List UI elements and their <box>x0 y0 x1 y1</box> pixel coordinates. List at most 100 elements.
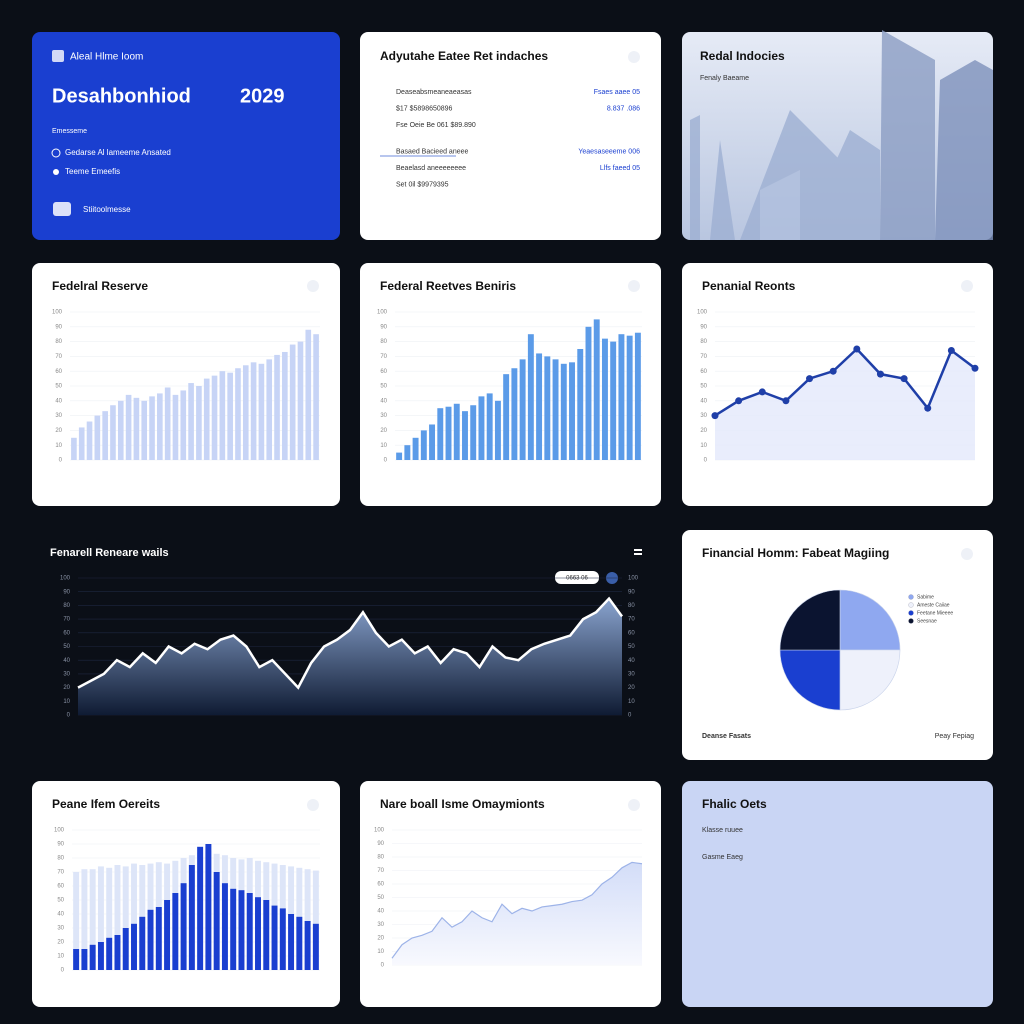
bar <box>86 421 93 460</box>
card-title: Redal Indocies <box>700 49 785 63</box>
bar <box>242 365 249 460</box>
bar <box>164 387 171 460</box>
hero-year: 2029 <box>240 85 285 107</box>
badge[interactable] <box>555 571 599 584</box>
bar <box>271 905 278 970</box>
bar <box>289 344 296 460</box>
y-tick-label: 50 <box>377 895 384 901</box>
legend-label: Ameste Caiiae <box>917 602 950 608</box>
menu-button[interactable] <box>628 51 640 63</box>
legend-label: Seesnae <box>917 618 937 624</box>
menu-button[interactable] <box>961 280 973 292</box>
bar <box>205 844 212 970</box>
bar <box>227 372 233 460</box>
bar <box>288 914 295 970</box>
y-tick-label: 0 <box>384 458 388 464</box>
y-tick-label: 30 <box>700 413 707 419</box>
bar <box>203 378 210 460</box>
bar <box>197 846 204 970</box>
y-tick-label: 90 <box>628 589 635 595</box>
bar <box>585 326 592 460</box>
row-label: Set 0il $9979395 <box>396 181 449 188</box>
chart-title: Fenarell Reneare wails <box>50 547 169 559</box>
legend-label: Feetane Mieeee <box>917 610 953 616</box>
row-label: Deaseabsmeaneaeasas <box>396 89 472 96</box>
plain-card <box>682 781 993 1007</box>
y-tick-label: 10 <box>628 699 635 705</box>
bar <box>188 383 194 460</box>
bar <box>155 907 162 970</box>
bar <box>577 349 584 460</box>
chart-title: Financial Homm: Fabeat Magiing <box>702 546 889 560</box>
bar <box>503 374 510 460</box>
y-tick-label: 100 <box>52 310 63 316</box>
divider <box>380 155 456 157</box>
menu-button[interactable] <box>634 549 642 551</box>
y-tick-label: 100 <box>377 310 388 316</box>
y-tick-label: 20 <box>57 940 64 946</box>
rates-card <box>360 32 661 240</box>
buildings <box>690 30 993 240</box>
row-value: 8.837 .086 <box>607 105 640 112</box>
bar <box>519 359 526 460</box>
area <box>392 862 642 965</box>
y-tick-label: 0 <box>59 458 63 464</box>
bar <box>246 893 253 970</box>
point <box>782 397 790 405</box>
y-tick-label: 70 <box>377 868 384 874</box>
pie-slice <box>779 649 841 711</box>
y-tick-label: 30 <box>63 671 70 677</box>
bar <box>122 866 129 970</box>
y-tick-label: 20 <box>63 685 70 691</box>
bar <box>486 393 493 460</box>
bar <box>139 916 146 970</box>
card-line: Klasse ruuee <box>702 827 743 834</box>
y-tick-label: 20 <box>700 428 707 434</box>
bar <box>94 415 101 460</box>
line <box>714 347 976 417</box>
bar <box>274 354 280 460</box>
bar <box>511 368 518 460</box>
bar <box>527 334 534 460</box>
point <box>900 375 908 383</box>
row-label: Basaed Bacieed aneee <box>396 148 468 155</box>
menu-button[interactable] <box>307 280 319 292</box>
y-tick-label: 20 <box>55 428 62 434</box>
bar <box>117 400 124 460</box>
card-title: Adyutahe Eatee Ret indaches <box>380 49 548 63</box>
y-tick-label: 80 <box>55 339 62 345</box>
y-tick-label: 40 <box>700 398 707 404</box>
y-tick-label: 70 <box>700 354 707 360</box>
bar <box>569 362 575 460</box>
menu-button[interactable] <box>628 280 640 292</box>
legend-label: Sabime <box>917 594 934 600</box>
bar <box>78 427 85 460</box>
bar <box>125 394 132 460</box>
bar <box>560 363 567 460</box>
menu-button[interactable] <box>961 548 973 560</box>
menu-button[interactable] <box>307 799 319 811</box>
y-tick-label: 90 <box>377 841 384 847</box>
menu-button[interactable] <box>628 799 640 811</box>
y-tick-label: 90 <box>57 842 64 848</box>
row-label: $17 $5898650896 <box>396 105 453 112</box>
bar <box>297 341 304 460</box>
y-tick-label: 80 <box>63 603 70 609</box>
y-tick-label: 100 <box>628 576 639 582</box>
bar <box>552 359 559 460</box>
point <box>971 364 979 372</box>
bar <box>312 923 319 970</box>
point <box>853 345 861 353</box>
area <box>78 598 622 715</box>
bar <box>593 319 600 460</box>
bar <box>429 424 436 460</box>
bar <box>106 937 113 970</box>
y-tick-label: 30 <box>380 413 387 419</box>
y-tick-label: 30 <box>377 922 384 928</box>
y-tick-label: 90 <box>380 324 387 330</box>
y-tick-label: 50 <box>628 644 635 650</box>
y-tick-label: 100 <box>60 576 71 582</box>
bar <box>279 908 286 970</box>
rates-rows: Deaseabsmeaneaeasas Fsaes aaee 05 $17 $589… <box>396 89 640 189</box>
bar <box>122 928 129 970</box>
